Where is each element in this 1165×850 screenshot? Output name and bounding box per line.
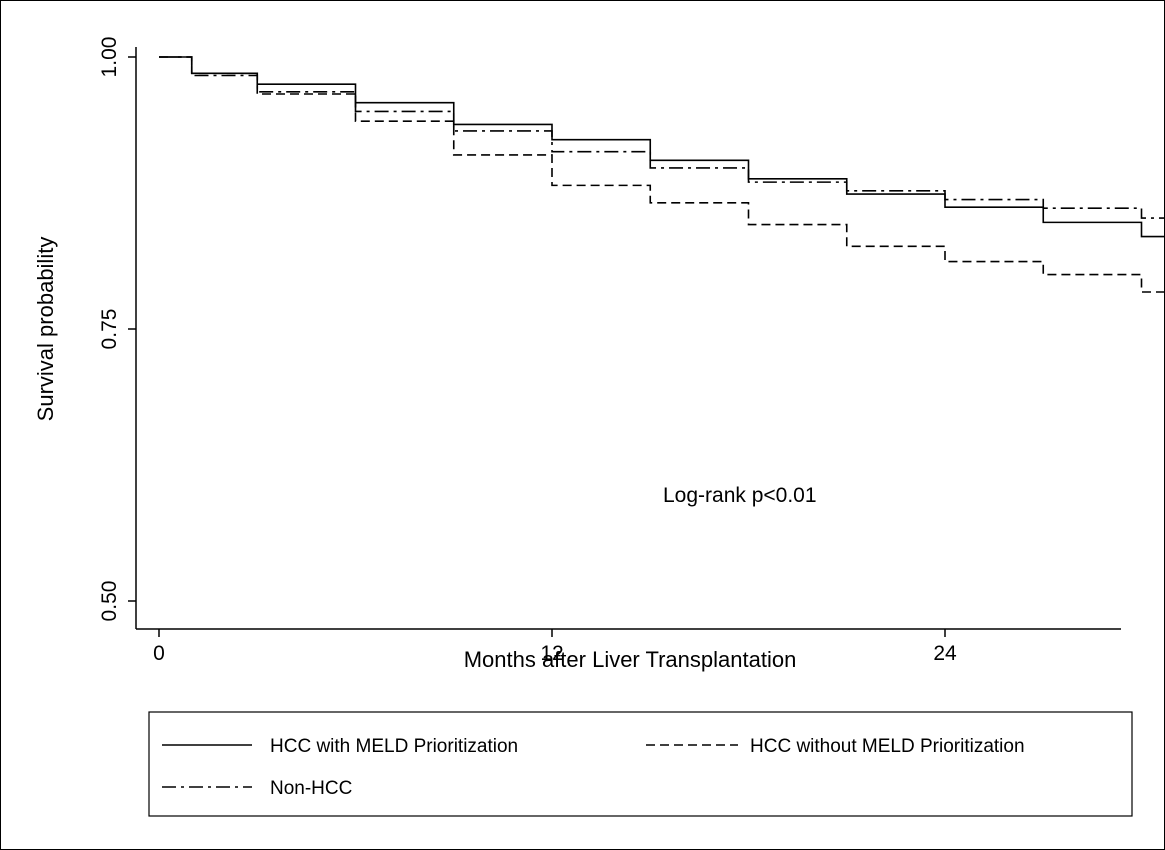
series-layer <box>159 56 1165 293</box>
y-axis-label: Survival probability <box>33 237 58 422</box>
series-line-solid <box>159 56 1165 238</box>
series-line-dashdot <box>159 56 1165 219</box>
y-tick-label: 0.75 <box>98 309 121 350</box>
legend-label: Non-HCC <box>270 778 352 799</box>
x-tick-label: 12 <box>540 642 563 665</box>
x-tick-label: 24 <box>933 642 957 665</box>
legend-label: HCC with MELD Prioritization <box>270 736 518 757</box>
x-tick-label: 0 <box>153 642 165 665</box>
x-ticks: 012243648607284 <box>153 629 957 665</box>
logrank-annotation: Log-rank p<0.01 <box>663 484 817 507</box>
legend: HCC with MELD Prioritization HCC without … <box>162 736 1025 799</box>
series-line-dashed <box>159 56 1165 293</box>
y-tick-label: 1.00 <box>98 37 121 78</box>
y-tick-label: 0.50 <box>98 581 121 622</box>
y-ticks: 0.50 0.75 1.00 <box>98 37 136 622</box>
x-axis-label: Months after Liver Transplantation <box>464 647 797 672</box>
legend-box <box>148 711 1133 817</box>
legend-label: HCC without MELD Prioritization <box>750 736 1025 757</box>
